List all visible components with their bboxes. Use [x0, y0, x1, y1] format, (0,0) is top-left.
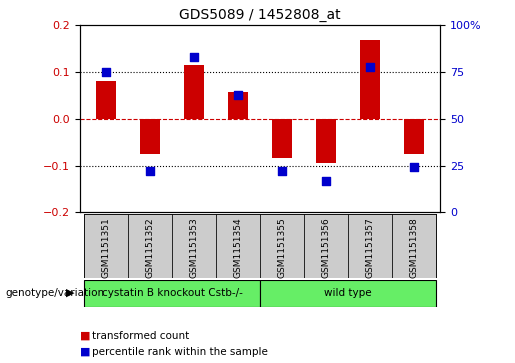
Bar	[272, 119, 292, 158]
Text: genotype/variation: genotype/variation	[5, 288, 104, 298]
Point	[278, 168, 286, 174]
Bar	[140, 119, 160, 154]
Text: GSM1151354: GSM1151354	[234, 217, 243, 278]
Point	[146, 168, 154, 174]
Bar	[184, 65, 204, 119]
Text: GSM1151356: GSM1151356	[321, 217, 331, 278]
Bar	[304, 214, 348, 278]
Text: GSM1151353: GSM1151353	[190, 217, 199, 278]
Text: GSM1151358: GSM1151358	[409, 217, 419, 278]
Text: cystatin B knockout Cstb-/-: cystatin B knockout Cstb-/-	[101, 288, 243, 298]
Text: ■: ■	[80, 347, 90, 357]
Point	[366, 64, 374, 69]
Text: percentile rank within the sample: percentile rank within the sample	[92, 347, 268, 357]
Point	[410, 164, 418, 170]
Text: GSM1151351: GSM1151351	[101, 217, 111, 278]
Bar	[228, 92, 248, 119]
Bar	[84, 214, 128, 278]
Bar	[84, 280, 260, 307]
Bar	[360, 40, 380, 119]
Point	[234, 92, 242, 98]
Point	[102, 69, 110, 75]
Bar	[260, 280, 436, 307]
Bar	[404, 119, 424, 154]
Bar	[260, 214, 304, 278]
Bar	[172, 214, 216, 278]
Bar	[348, 214, 392, 278]
Bar	[216, 214, 260, 278]
Point	[322, 178, 330, 183]
Text: transformed count: transformed count	[92, 331, 189, 341]
Title: GDS5089 / 1452808_at: GDS5089 / 1452808_at	[179, 8, 341, 22]
Bar	[128, 214, 172, 278]
Text: GSM1151357: GSM1151357	[366, 217, 374, 278]
Bar	[316, 119, 336, 163]
Point	[190, 54, 198, 60]
Bar	[392, 214, 436, 278]
Text: ▶: ▶	[66, 288, 75, 298]
Text: wild type: wild type	[324, 288, 372, 298]
Text: ■: ■	[80, 331, 90, 341]
Text: GSM1151355: GSM1151355	[278, 217, 286, 278]
Text: GSM1151352: GSM1151352	[146, 217, 154, 278]
Bar	[96, 81, 116, 119]
